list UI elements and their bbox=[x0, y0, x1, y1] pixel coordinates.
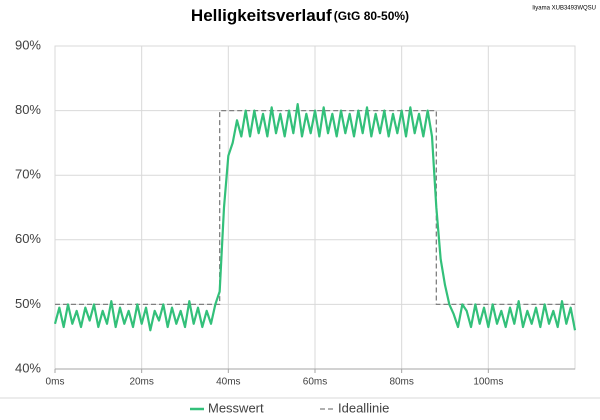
y-tick-label: 80% bbox=[15, 102, 41, 117]
series-line bbox=[53, 103, 577, 332]
chart-title-group: Helligkeitsverlauf (GtG 80-50%) bbox=[191, 6, 409, 25]
chart-title: Helligkeitsverlauf bbox=[191, 6, 332, 25]
x-tick-label: 20ms bbox=[129, 377, 153, 388]
series-line bbox=[55, 109, 575, 306]
y-tick-label: 90% bbox=[15, 37, 41, 52]
y-tick-label: 40% bbox=[15, 360, 41, 375]
legend-label: Ideallinie bbox=[338, 400, 389, 415]
legend-label: Messwert bbox=[208, 400, 264, 415]
x-tick-label: 60ms bbox=[303, 377, 327, 388]
chart-subtitle: (GtG 80-50%) bbox=[334, 9, 409, 23]
x-tick-label: 100ms bbox=[473, 377, 503, 388]
y-tick-label: 60% bbox=[15, 231, 41, 246]
annotation: Iiyama XUB3493WQSU bbox=[532, 6, 596, 12]
x-tick-label: 40ms bbox=[216, 377, 240, 388]
y-tick-label: 70% bbox=[15, 167, 41, 182]
x-tick-label: 80ms bbox=[389, 377, 413, 388]
y-tick-label: 50% bbox=[15, 296, 41, 311]
x-tick-label: 0ms bbox=[46, 377, 65, 388]
